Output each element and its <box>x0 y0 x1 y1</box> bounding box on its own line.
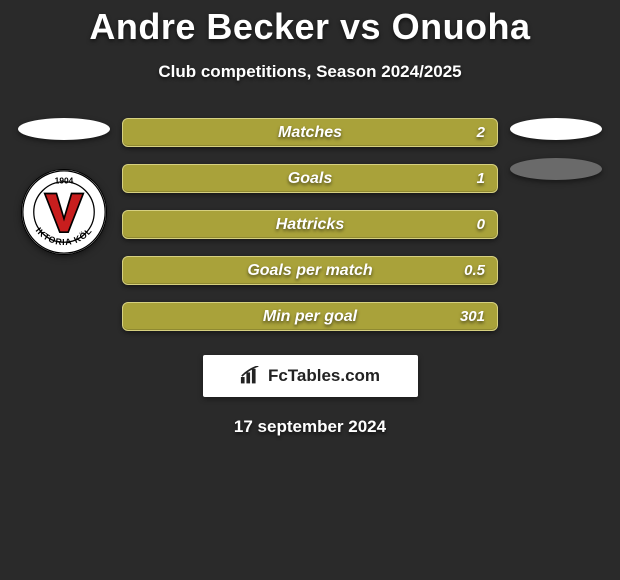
stat-bar-hattricks: Hattricks 0 <box>122 210 498 239</box>
right-secondary-disc <box>510 158 602 180</box>
bars-icon <box>240 366 262 386</box>
stat-value: 0.5 <box>464 262 485 279</box>
stat-value: 1 <box>477 170 485 187</box>
left-player-disc <box>18 118 110 140</box>
content-row: 1904 VIKTORIA KÖLN Matches 2 Goals 1 Hat… <box>0 118 620 331</box>
stat-bar-matches: Matches 2 <box>122 118 498 147</box>
stat-value: 301 <box>460 308 485 325</box>
stat-bar-goals-per-match: Goals per match 0.5 <box>122 256 498 285</box>
stats-bars: Matches 2 Goals 1 Hattricks 0 Goals per … <box>114 118 506 331</box>
left-column: 1904 VIKTORIA KÖLN <box>14 118 114 254</box>
right-player-disc <box>510 118 602 140</box>
stat-bar-goals: Goals 1 <box>122 164 498 193</box>
page-title: Andre Becker vs Onuoha <box>0 0 620 48</box>
stat-value: 0 <box>477 216 485 233</box>
svg-text:1904: 1904 <box>55 175 74 185</box>
stat-label: Goals <box>288 170 332 188</box>
page-subtitle: Club competitions, Season 2024/2025 <box>0 62 620 82</box>
stat-label: Matches <box>278 124 342 142</box>
right-column <box>506 118 606 180</box>
stat-label: Goals per match <box>247 262 372 280</box>
stat-bar-min-per-goal: Min per goal 301 <box>122 302 498 331</box>
club-badge-viktoria-koln: 1904 VIKTORIA KÖLN <box>22 170 106 254</box>
stat-value: 2 <box>477 124 485 141</box>
brand-box: FcTables.com <box>203 355 418 397</box>
stat-label: Min per goal <box>263 308 357 326</box>
club-badge-icon: 1904 VIKTORIA KÖLN <box>22 170 106 254</box>
brand-text: FcTables.com <box>268 366 380 386</box>
stat-label: Hattricks <box>276 216 344 234</box>
date-line: 17 september 2024 <box>0 417 620 437</box>
